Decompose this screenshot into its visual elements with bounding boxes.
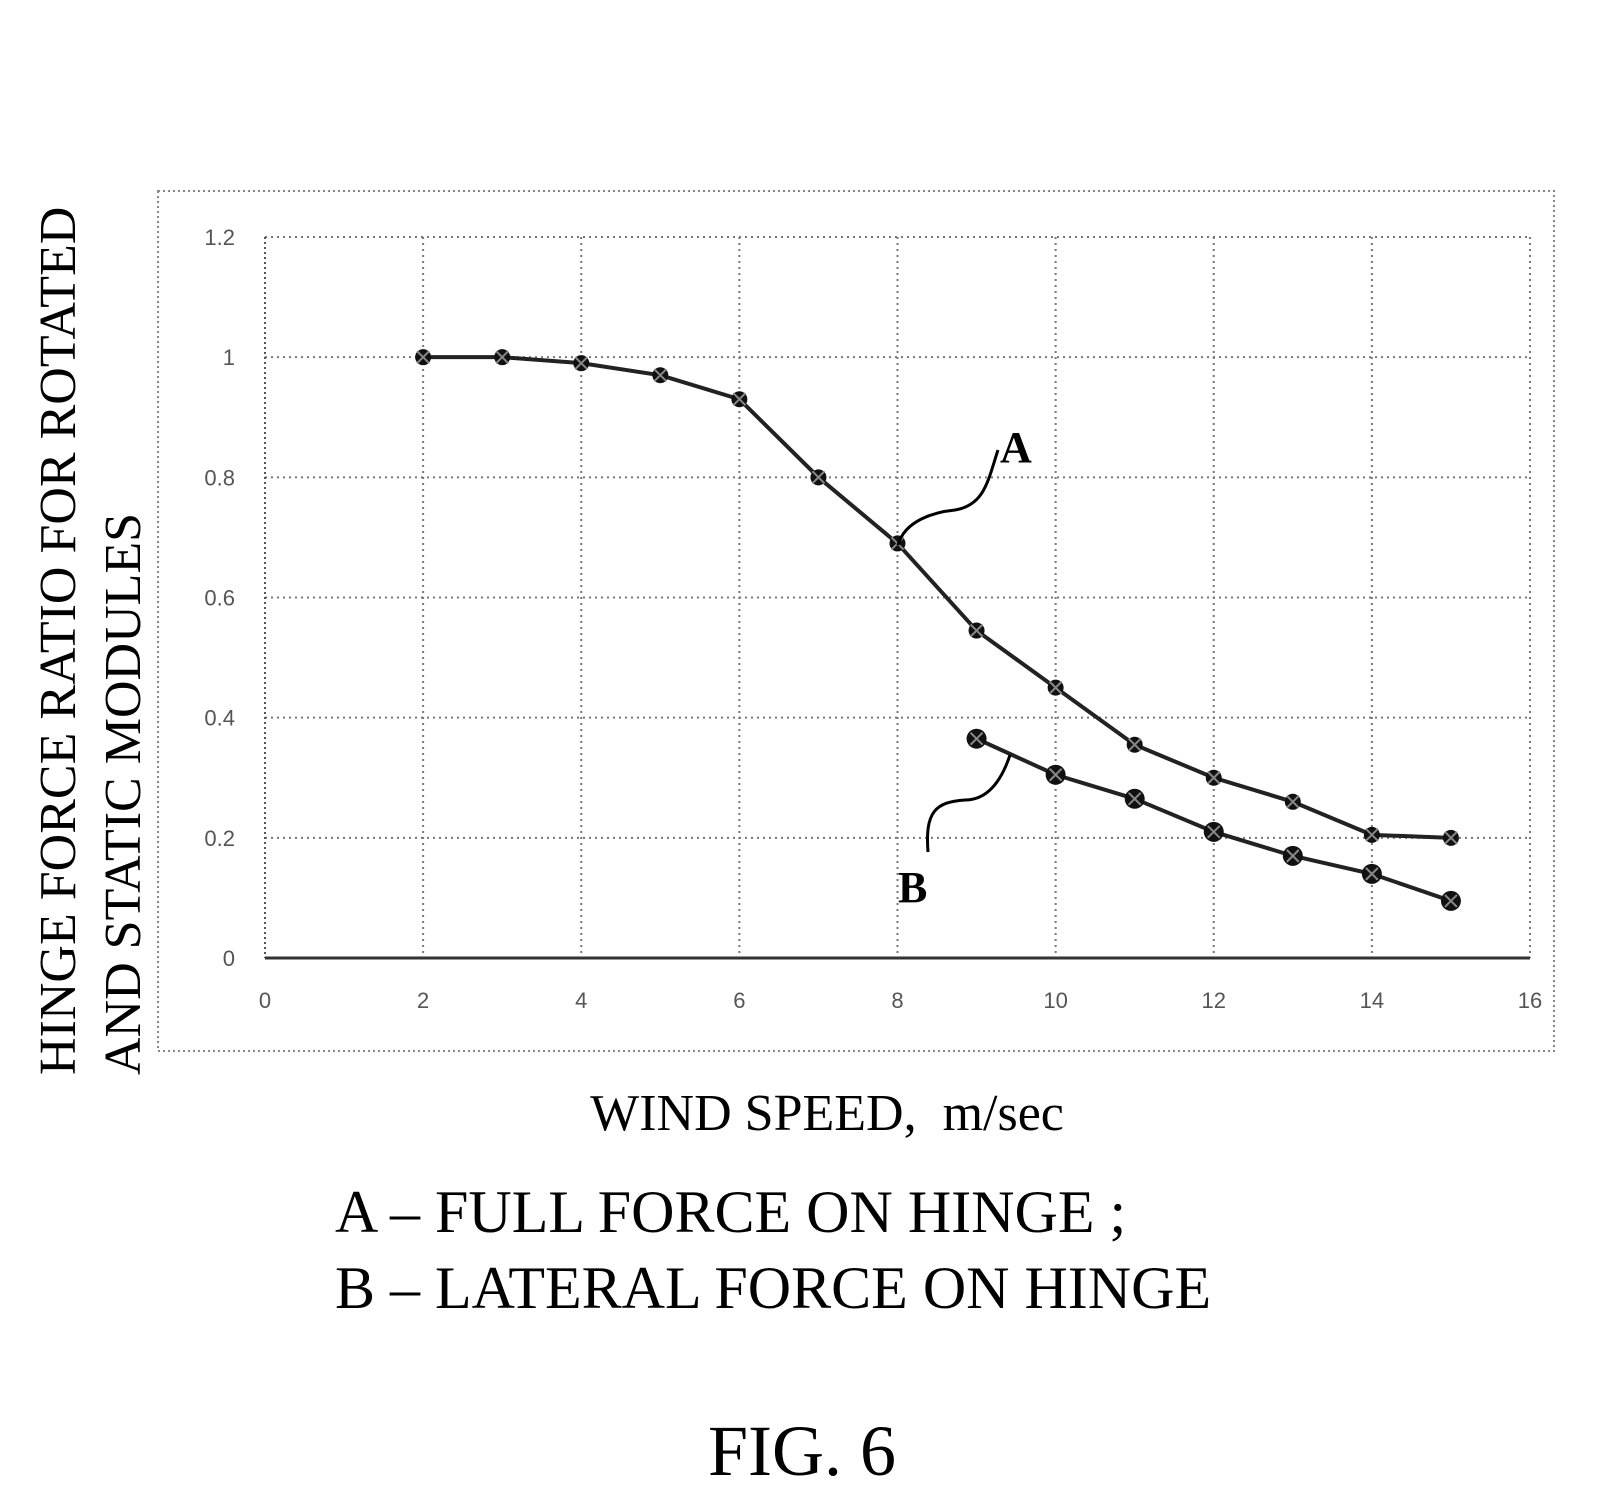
marker-cross bbox=[653, 368, 668, 382]
series-a-point-13 bbox=[1442, 829, 1459, 846]
x-tick-label-4: 8 bbox=[891, 988, 903, 1013]
y-axis-label-line-2: AND STATIC MODULES bbox=[95, 513, 152, 1075]
x-tick-labels: 0 2 4 6 8 10 12 14 16 bbox=[259, 988, 1542, 1013]
x-tick-label-3: 6 bbox=[733, 988, 745, 1013]
series-a-point-11 bbox=[1284, 793, 1301, 810]
series-b-point-3 bbox=[1203, 821, 1224, 842]
marker-cross bbox=[969, 731, 984, 746]
series-a-point-10 bbox=[1205, 769, 1222, 786]
marker-cross bbox=[1365, 867, 1379, 881]
series-a-point-7 bbox=[968, 622, 985, 639]
series-a-point-9 bbox=[1126, 736, 1143, 753]
marker-cross bbox=[1048, 680, 1063, 695]
x-axis-label: WIND SPEED, m/sec bbox=[590, 1085, 1064, 1142]
marker-cross bbox=[969, 623, 984, 638]
legend-line-b: B – LATERAL FORCE ON HINGE bbox=[335, 1255, 1212, 1321]
y-tick-label-3: 0.6 bbox=[204, 586, 235, 611]
figure-title: FIG. 6 bbox=[707, 1411, 896, 1491]
callout-a-label: A bbox=[1000, 423, 1032, 472]
series-a-point-8 bbox=[1047, 679, 1064, 696]
y-tick-label-2: 0.4 bbox=[204, 706, 235, 731]
marker-cross bbox=[1286, 795, 1300, 809]
chart-frame bbox=[157, 190, 1555, 1052]
series-a-point-4 bbox=[731, 391, 748, 408]
y-tick-label-4: 0.8 bbox=[204, 465, 235, 490]
y-tick-labels: 0 0.2 0.4 0.6 0.8 1 1.2 bbox=[204, 225, 235, 971]
series-b-point-2 bbox=[1124, 788, 1145, 809]
marker-cross bbox=[1127, 737, 1142, 752]
series-b-point-4 bbox=[1282, 845, 1303, 866]
marker-cross bbox=[811, 470, 826, 485]
x-tick-label-1: 2 bbox=[417, 988, 429, 1013]
series-b-point-6 bbox=[1440, 890, 1461, 911]
marker-cross bbox=[1444, 894, 1458, 908]
series-group bbox=[415, 349, 1461, 911]
y-axis-label-line-1: HINGE FORCE RATIO FOR ROTATED bbox=[30, 207, 87, 1075]
series-a-point-12 bbox=[1363, 826, 1380, 843]
grid bbox=[265, 236, 1531, 958]
x-tick-label-6: 12 bbox=[1202, 988, 1226, 1013]
callout-b-label: B bbox=[898, 863, 927, 912]
marker-cross bbox=[574, 356, 588, 370]
series-a-point-0 bbox=[415, 349, 432, 366]
marker-cross bbox=[416, 350, 430, 364]
marker-cross bbox=[732, 392, 747, 406]
x-tick-label-7: 14 bbox=[1360, 988, 1384, 1013]
series-a-line bbox=[423, 355, 1452, 840]
marker-cross bbox=[1207, 825, 1221, 839]
x-tick-label-0: 0 bbox=[259, 988, 271, 1013]
marker-cross bbox=[1365, 828, 1379, 842]
x-tick-label-8: 16 bbox=[1518, 988, 1542, 1013]
x-tick-label-5: 10 bbox=[1043, 988, 1067, 1013]
callout-b: B bbox=[898, 754, 1012, 912]
series-b-point-0 bbox=[966, 728, 987, 749]
marker-cross bbox=[1207, 771, 1221, 785]
marker-cross bbox=[1127, 792, 1142, 806]
series-a-point-5 bbox=[810, 469, 827, 486]
y-tick-label-0: 0 bbox=[223, 946, 235, 971]
x-tick-label-2: 4 bbox=[575, 988, 587, 1013]
marker-cross bbox=[1048, 768, 1063, 782]
legend-line-a: A – FULL FORCE ON HINGE ; bbox=[335, 1179, 1127, 1245]
series-b-point-1 bbox=[1045, 764, 1066, 785]
y-tick-label-5: 1 bbox=[223, 345, 235, 370]
y-tick-label-6: 1.2 bbox=[204, 225, 235, 250]
series-a-point-3 bbox=[652, 367, 669, 384]
series-a-point-1 bbox=[494, 349, 511, 366]
series-a-point-2 bbox=[573, 355, 590, 372]
series-b-point-5 bbox=[1361, 863, 1382, 884]
callout-b-leader bbox=[925, 754, 1012, 853]
marker-cross bbox=[1444, 831, 1458, 845]
marker-cross bbox=[495, 350, 509, 364]
axes bbox=[264, 237, 1530, 960]
callout-a: A bbox=[896, 423, 1032, 546]
marker-cross bbox=[1286, 849, 1300, 863]
callout-a-leader bbox=[896, 449, 1000, 546]
y-tick-label-1: 0.2 bbox=[204, 826, 235, 851]
